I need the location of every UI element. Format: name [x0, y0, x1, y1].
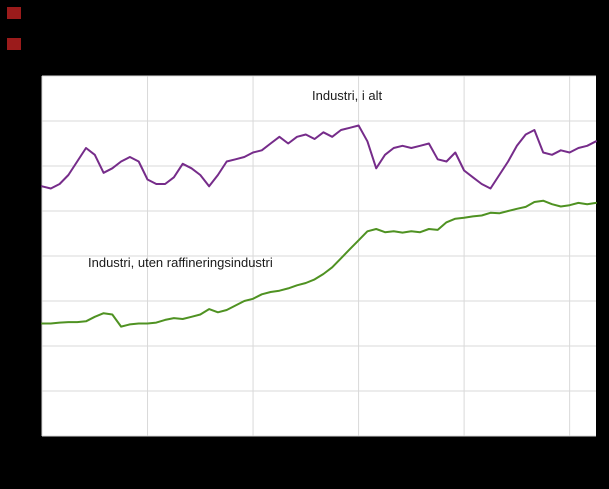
logo-mark-top: [7, 7, 21, 19]
logo-mark-bottom: [7, 38, 21, 50]
series-line-industri-uten-raffineringsindustri: [41, 199, 597, 328]
series-line-industri-i-alt: [41, 124, 597, 190]
